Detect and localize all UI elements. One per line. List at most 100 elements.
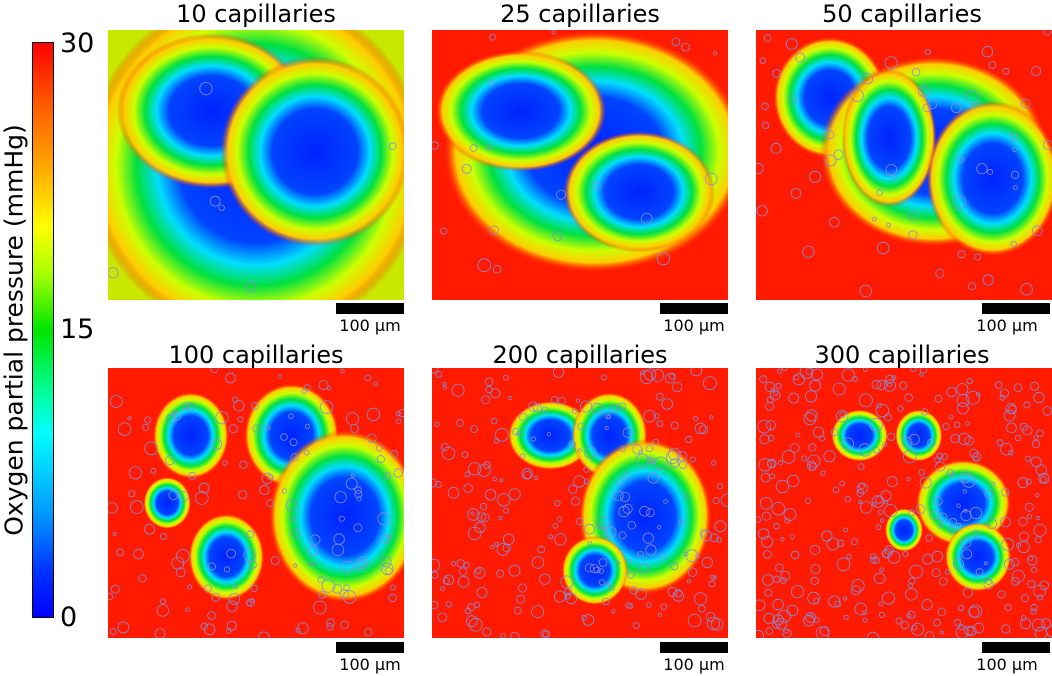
vessel-outline <box>685 435 693 444</box>
vessel-outline <box>447 487 460 499</box>
vessel-outline <box>393 468 404 478</box>
vessel-outline <box>510 631 520 638</box>
vessel-outline <box>907 610 916 619</box>
vessel-outline <box>541 406 549 414</box>
vessel-outline <box>983 579 994 590</box>
vessel-outline <box>875 495 883 504</box>
vessel-outline <box>858 500 863 505</box>
vessel-outline <box>356 496 362 502</box>
vessel-outline <box>872 502 877 507</box>
oxygen-map-svg <box>756 30 1052 300</box>
oxygen-map-svg <box>108 30 404 300</box>
vessel-outline <box>772 68 781 78</box>
vessel-outline <box>960 510 972 522</box>
vessel-outline <box>908 230 918 240</box>
vessel-outline <box>813 597 820 604</box>
vessel-outline <box>759 434 770 445</box>
vessel-outline <box>343 584 351 592</box>
vessel-outline <box>698 425 708 435</box>
vessel-outline <box>388 593 397 603</box>
vessel-outline <box>345 412 359 426</box>
vessel-outline <box>670 562 679 571</box>
vessel-outline <box>531 605 545 619</box>
vessel-outline <box>623 472 630 479</box>
vessel-outline <box>900 621 909 630</box>
vessel-outline <box>492 264 502 274</box>
vessel-outline <box>645 444 654 453</box>
oxygen-map-25 <box>432 30 728 300</box>
vessel-outline <box>879 567 884 573</box>
vessel-outline <box>968 282 977 291</box>
vessel-outline <box>835 410 849 423</box>
vessel-outline <box>1033 523 1047 537</box>
vessel-outline <box>1003 558 1015 570</box>
vessel-outline <box>758 528 770 540</box>
vessel-outline <box>764 381 776 392</box>
vessel-outline <box>616 478 625 486</box>
vessel-outline <box>225 372 236 384</box>
scale-bar-2 <box>660 303 728 314</box>
vessel-outline <box>902 550 909 557</box>
vessel-outline <box>850 89 864 103</box>
vessel-outline <box>837 539 845 547</box>
vessel-outline <box>997 590 1006 599</box>
vessel-outline <box>437 612 448 623</box>
vessel-outline <box>156 604 170 617</box>
vessel-outline <box>1038 472 1050 484</box>
vessel-outline <box>553 368 565 378</box>
vessel-outline <box>270 556 280 566</box>
vessel-outline <box>209 195 221 207</box>
vessel-outline <box>674 589 683 598</box>
vessel-outline <box>498 515 503 520</box>
vessel-outline <box>712 51 718 56</box>
vessel-outline <box>697 604 706 613</box>
vessel-outline <box>948 517 958 527</box>
vessel-outline <box>1024 455 1031 462</box>
vessel-outline <box>389 584 396 591</box>
vessel-outline <box>530 436 537 442</box>
oxygen-map-200 <box>432 368 728 638</box>
vessel-outline <box>1000 516 1011 528</box>
vessel-outline <box>508 488 521 501</box>
vessel-outline <box>225 627 232 634</box>
vessel-outline <box>435 371 443 378</box>
vessel-outline <box>805 368 813 375</box>
vessel-outline <box>239 460 248 469</box>
vessel-outline <box>759 57 766 64</box>
vessel-outline <box>915 504 926 515</box>
vessel-outline <box>340 620 349 629</box>
vessel-outline <box>656 252 670 266</box>
vessel-outline <box>290 528 300 538</box>
vessel-outline <box>904 393 913 402</box>
vessel-outline <box>875 403 890 418</box>
vessel-outline <box>500 633 506 638</box>
vessel-outline <box>906 476 911 482</box>
vessel-outline <box>850 585 861 596</box>
vessel-outline <box>593 566 601 574</box>
vessel-outline <box>226 600 238 612</box>
vessel-outline <box>776 368 782 374</box>
vessel-outline <box>826 537 840 551</box>
vessel-outline <box>936 452 944 460</box>
vessel-outline <box>810 563 821 574</box>
vessel-outline <box>701 556 713 569</box>
vessel-outline <box>1006 422 1017 434</box>
vessel-outline <box>508 564 521 577</box>
vessel-outline <box>854 602 867 616</box>
vessel-outline <box>671 37 681 47</box>
vessel-outline <box>780 537 785 542</box>
vessel-outline <box>919 476 932 489</box>
vessel-outline <box>554 533 567 546</box>
vessel-outline <box>246 530 255 539</box>
vessel-outline <box>490 388 501 399</box>
vessel-outline <box>810 576 819 585</box>
vessel-outline <box>897 405 904 412</box>
vessel-outline <box>882 591 896 605</box>
vessel-outline <box>783 508 797 521</box>
vessel-outline <box>716 483 723 490</box>
vessel-outline <box>935 268 945 278</box>
vessel-outline <box>476 511 487 522</box>
vessel-outline <box>922 553 934 565</box>
vessel-outline <box>203 584 212 593</box>
vessel-outline <box>638 562 650 574</box>
